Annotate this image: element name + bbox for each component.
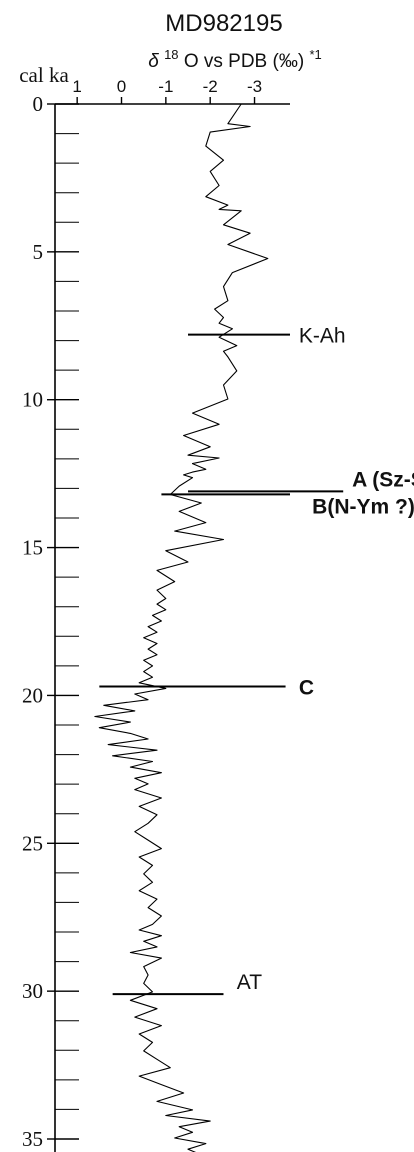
chart-title: MD982195 [165, 10, 282, 37]
axes [54, 103, 290, 1152]
y-tick-label: 5 [33, 240, 44, 264]
series-line [94, 103, 269, 1152]
y-tick-label: 35 [22, 1127, 43, 1151]
x-tick-label: -1 [158, 77, 173, 96]
x-label-main: O vs PDB (‰) [184, 51, 304, 72]
y-tick-label: 10 [22, 388, 43, 412]
x-label-delta: δ [148, 51, 159, 72]
annotations: K-Ah A (Sz-S) B(N-Ym ?) C AT [99, 325, 414, 996]
y-tick-label: 20 [22, 683, 43, 707]
x-label-sup-18: 18 [164, 47, 178, 62]
annotation-label: K-Ah [299, 325, 346, 348]
annotation-label: C [299, 677, 314, 700]
y-tick-label: 25 [22, 831, 43, 855]
annotation-label: A (Sz-S) [352, 468, 414, 491]
annotation-label: B(N-Ym ?) [312, 495, 414, 518]
y-axis-label: cal ka [19, 63, 69, 87]
y-tick-label: 0 [33, 92, 44, 116]
x-tick-label: 1 [72, 77, 81, 96]
y-tick-label: 30 [22, 979, 43, 1003]
x-axis-label: δ 18 O vs PDB (‰) *1 [148, 43, 322, 72]
x-label-sup-note: *1 [309, 47, 321, 62]
x-tick-label: -3 [247, 77, 262, 96]
x-tick-label: -2 [203, 77, 218, 96]
y-tick-label: 15 [22, 536, 43, 560]
x-tick-label: 0 [117, 77, 126, 96]
annotation-label: AT [237, 971, 262, 994]
